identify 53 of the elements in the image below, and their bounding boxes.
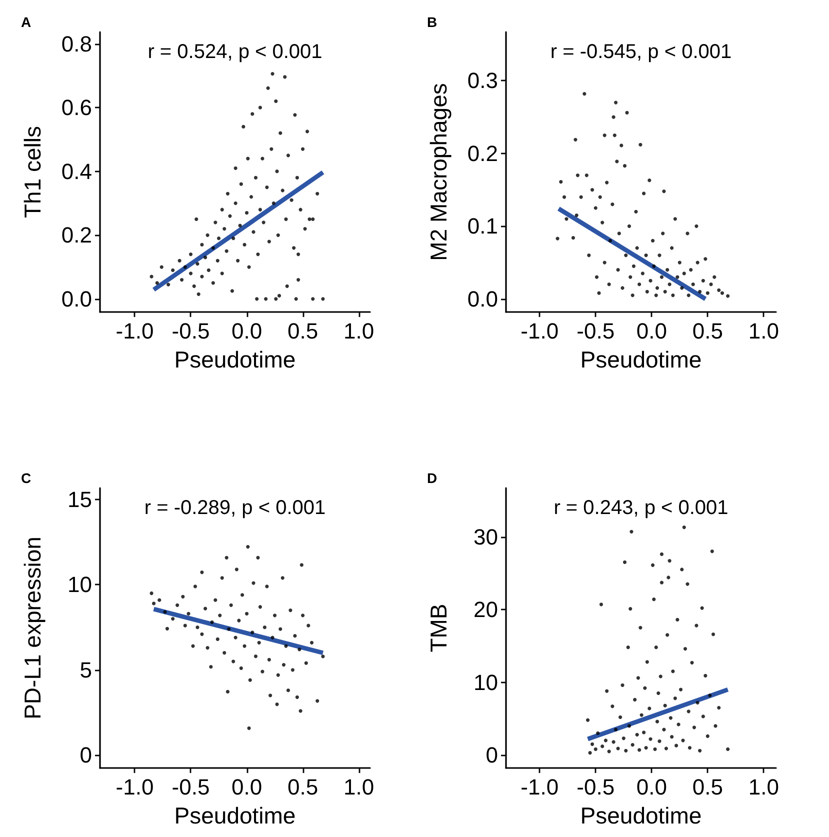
y-tick-label: 0.2 xyxy=(467,140,498,166)
x-tick-label: -1.0 xyxy=(116,318,154,344)
x-tick-label: -1.0 xyxy=(116,774,154,800)
chart-title: C xyxy=(21,470,32,486)
y-tick-label: 0.4 xyxy=(61,158,92,184)
y-axis-title: M2 Macrophages xyxy=(426,83,452,261)
x-tick-label: -1.0 xyxy=(520,774,559,800)
x-tick-label: 0.5 xyxy=(692,774,723,800)
y-tick-label: 0.0 xyxy=(61,286,92,312)
y-tick-label: 0.1 xyxy=(467,214,498,239)
x-axis-title: Pseudotime xyxy=(174,346,296,372)
chart-title: A xyxy=(21,14,32,30)
y-tick-label: 0.8 xyxy=(61,31,92,56)
annotation: r = 0.243, p < 0.001 xyxy=(554,497,728,519)
y-tick-label: 0.0 xyxy=(467,286,498,312)
x-tick-label: 1.0 xyxy=(748,774,779,800)
y-tick-label: 30 xyxy=(474,524,498,550)
x-tick-label: -0.5 xyxy=(576,774,615,800)
x-tick-label: 0.5 xyxy=(287,774,318,800)
chart-title: B xyxy=(427,14,438,30)
x-tick-label: 1.0 xyxy=(344,774,374,800)
y-tick-label: 0.2 xyxy=(61,222,92,248)
y-axis-title: TMB xyxy=(426,604,452,652)
y-axis-title: Th1 cells xyxy=(20,126,46,218)
y-tick-label: 10 xyxy=(474,670,498,695)
y-tick-label: 5 xyxy=(80,657,92,682)
x-tick-label: 0.0 xyxy=(231,318,262,344)
x-tick-label: -0.5 xyxy=(172,774,210,800)
x-tick-label: 0.5 xyxy=(692,318,723,344)
y-tick-label: 15 xyxy=(68,487,92,512)
x-axis-title: Pseudotime xyxy=(174,802,296,828)
y-tick-label: 0 xyxy=(486,742,498,768)
annotation: r = -0.545, p < 0.001 xyxy=(550,41,732,63)
x-tick-label: 0.0 xyxy=(636,318,667,344)
annotation: r = 0.524, p < 0.001 xyxy=(148,41,322,63)
y-tick-label: 10 xyxy=(68,572,92,598)
y-tick-label: 0.3 xyxy=(467,68,498,94)
x-tick-label: 0.0 xyxy=(231,774,262,800)
y-tick-label: 20 xyxy=(474,597,498,622)
annotation: r = -0.289, p < 0.001 xyxy=(144,497,326,519)
y-tick-label: 0 xyxy=(80,742,92,768)
x-tick-label: -1.0 xyxy=(520,318,559,344)
x-tick-label: 0.0 xyxy=(636,774,667,800)
y-axis-title: PD-L1 expression xyxy=(20,536,46,720)
x-axis-title: Pseudotime xyxy=(580,802,702,828)
x-tick-label: -0.5 xyxy=(576,318,615,344)
chart-title: D xyxy=(427,470,438,486)
y-tick-label: 0.6 xyxy=(61,95,92,120)
x-tick-label: 1.0 xyxy=(344,318,374,344)
x-tick-label: 0.5 xyxy=(287,318,318,344)
x-tick-label: -0.5 xyxy=(172,318,210,344)
x-tick-label: 1.0 xyxy=(748,318,779,344)
x-axis-title: Pseudotime xyxy=(580,346,702,372)
